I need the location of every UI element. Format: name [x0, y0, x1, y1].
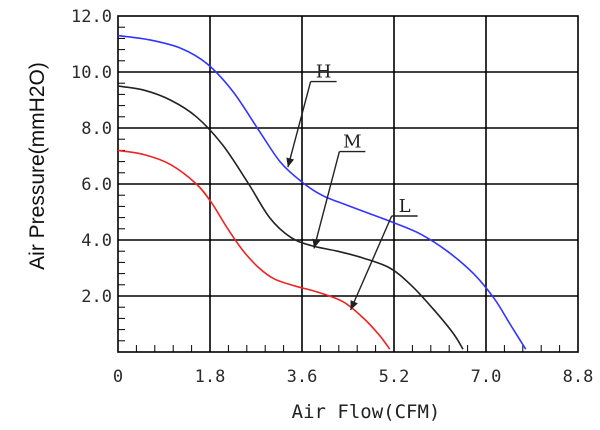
x-tick-label: 7.0 [471, 367, 502, 387]
y-tick-label: 12.0 [71, 7, 112, 27]
y-tick-label: 8.0 [81, 119, 112, 139]
callout-leader [287, 81, 312, 168]
y-tick-label: 6.0 [81, 175, 112, 195]
minor-tick-marks [118, 26, 561, 352]
y-tick-labels: 12.0 10.0 8.0 6.0 4.0 2.0 [71, 7, 112, 307]
x-tick-labels: 0 1.8 3.6 5.2 7.0 8.8 [113, 367, 593, 387]
y-axis-title: Air Pressure(mmH2O) [26, 62, 49, 270]
callout-arrowhead [286, 157, 295, 168]
x-tick-label: 0 [113, 367, 123, 387]
callout-label: L [399, 196, 411, 217]
x-tick-label: 8.8 [563, 367, 594, 387]
y-tick-label: 10.0 [71, 63, 112, 83]
callout-label: H [316, 62, 332, 83]
callout-m: M [312, 132, 366, 249]
x-tick-label: 3.6 [287, 367, 318, 387]
x-tick-label: 5.2 [379, 367, 410, 387]
callout-arrowhead [350, 300, 358, 310]
callout-leader [349, 215, 393, 311]
series-line-l [117, 149, 391, 350]
callout-l: L [349, 196, 418, 311]
callout-leader [313, 151, 341, 249]
series-line-m [117, 85, 464, 350]
series-line-h [117, 34, 527, 350]
curve-callouts: H M L [286, 62, 418, 311]
callout-label: M [343, 132, 361, 153]
x-axis-title: Air Flow(CFM) [292, 401, 441, 423]
series-curves [117, 34, 527, 350]
x-tick-label: 1.8 [195, 367, 226, 387]
y-tick-label: 4.0 [81, 231, 112, 251]
callout-arrowhead [312, 238, 321, 249]
callout-h: H [286, 62, 337, 168]
y-tick-label: 2.0 [81, 287, 112, 307]
grid [117, 15, 579, 353]
